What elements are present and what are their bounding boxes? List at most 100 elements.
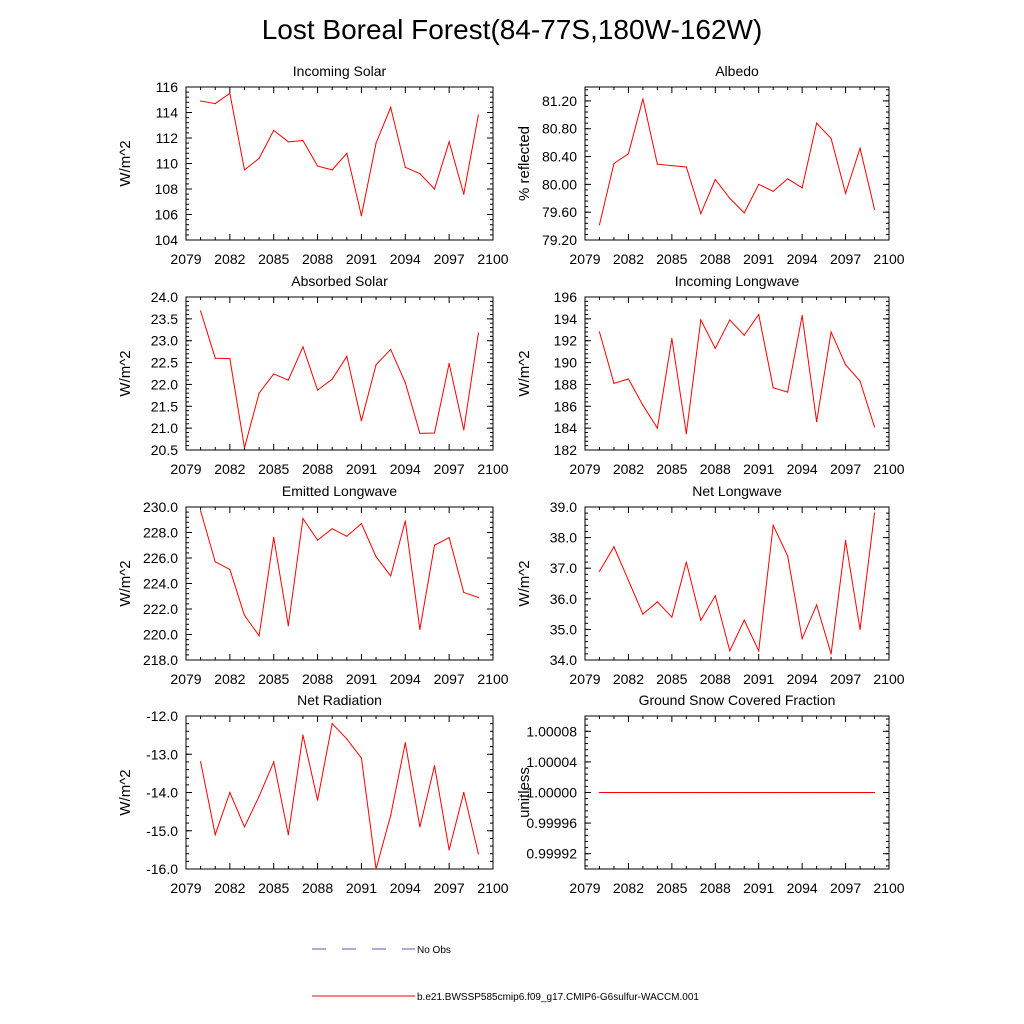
data-point <box>714 178 716 181</box>
y-tick-label: 34.0 <box>550 652 577 668</box>
data-point <box>200 310 202 312</box>
data-point <box>801 637 803 640</box>
x-tick-label: 2097 <box>830 880 861 896</box>
data-point <box>598 331 601 333</box>
x-tick-label: 2079 <box>170 880 201 896</box>
data-point <box>685 561 687 563</box>
data-point <box>772 791 774 794</box>
data-point <box>787 555 789 557</box>
data-point <box>258 392 260 394</box>
data-point <box>816 791 818 794</box>
y-tick-label: 38.0 <box>550 530 577 546</box>
y-tick-label: 35.0 <box>550 621 577 637</box>
data-point <box>448 141 450 143</box>
data-point <box>700 319 702 321</box>
x-tick-label: 2085 <box>656 880 687 896</box>
y-tick-label: 112 <box>156 130 179 146</box>
data-point <box>346 355 348 358</box>
data-point <box>360 215 363 217</box>
data-point <box>229 791 231 794</box>
data-point <box>214 561 216 563</box>
data-point <box>419 826 421 828</box>
data-point <box>360 420 363 422</box>
x-tick-label: 2100 <box>477 671 508 687</box>
x-tick-label: 2082 <box>613 880 644 896</box>
data-point <box>200 761 202 763</box>
x-tick-label: 2088 <box>700 671 731 687</box>
series-line <box>598 98 876 225</box>
x-tick-label: 2085 <box>656 461 687 477</box>
data-point <box>331 378 333 380</box>
data-point <box>873 426 876 428</box>
y-tick-label: 114 <box>156 105 179 121</box>
data-point <box>816 122 818 124</box>
x-tick-label: 2079 <box>569 880 600 896</box>
data-point <box>642 613 644 615</box>
y-tick-label: 196 <box>554 289 578 305</box>
y-tick-label: -16.0 <box>146 861 178 877</box>
x-tick-label: 2091 <box>743 671 774 687</box>
x-tick-label: 2085 <box>258 671 289 687</box>
data-point <box>714 595 716 597</box>
x-tick-label: 2097 <box>830 251 861 267</box>
x-tick-label: 2079 <box>170 461 201 477</box>
main-title: Lost Boreal Forest(84-77S,180W-162W) <box>261 14 763 45</box>
data-point <box>448 849 450 851</box>
x-tick-label: 2085 <box>258 880 289 896</box>
data-point <box>448 362 450 365</box>
y-tick-label: 81.20 <box>542 93 577 109</box>
y-tick-label: 190 <box>554 355 578 371</box>
data-point <box>613 546 615 548</box>
x-tick-label: 2088 <box>700 880 731 896</box>
x-tick-label: 2094 <box>787 461 818 477</box>
y-tick-label: 222.0 <box>143 601 178 617</box>
data-point <box>404 520 406 522</box>
data-point <box>243 447 246 449</box>
data-point <box>346 738 348 740</box>
y-tick-label: 20.5 <box>151 442 178 458</box>
x-tick-label: 2088 <box>302 251 333 267</box>
data-point <box>656 791 658 794</box>
data-point <box>229 568 231 571</box>
data-point <box>287 379 289 381</box>
data-point <box>214 833 216 836</box>
y-tick-label: -15.0 <box>146 823 178 839</box>
data-point <box>729 791 731 794</box>
y-tick-label: 192 <box>554 333 578 349</box>
data-point <box>772 387 774 389</box>
data-point <box>627 791 630 794</box>
data-point <box>714 347 716 349</box>
y-axis-label: W/m^2 <box>117 350 134 396</box>
data-point <box>390 814 392 817</box>
data-point <box>258 795 260 797</box>
x-tick-label: 2097 <box>830 671 861 687</box>
data-point <box>801 187 803 189</box>
data-point <box>302 734 304 736</box>
data-point <box>477 332 479 334</box>
x-tick-label: 2100 <box>873 880 904 896</box>
chart-panel-4: Incoming Longwave 2079 2082 2085 2088 2091 209… <box>516 273 905 477</box>
chart-title: Absorbed Solar <box>291 273 388 289</box>
data-point <box>258 635 260 637</box>
data-point <box>772 190 774 192</box>
x-tick-label: 2082 <box>613 251 644 267</box>
x-tick-label: 2091 <box>346 251 377 267</box>
data-point <box>243 614 246 616</box>
data-point <box>433 544 436 546</box>
y-tick-label: 39.0 <box>550 499 577 515</box>
x-tick-label: 2097 <box>830 461 861 477</box>
y-tick-label: 21.5 <box>151 398 178 414</box>
y-tick-label: 1.00000 <box>526 785 577 801</box>
x-tick-label: 2082 <box>214 671 245 687</box>
series-line <box>200 92 479 216</box>
data-point <box>627 378 630 380</box>
data-point <box>390 106 392 108</box>
chart-title: Albedo <box>715 63 759 79</box>
x-tick-label: 2100 <box>873 671 904 687</box>
x-tick-label: 2094 <box>787 251 818 267</box>
data-point <box>419 432 421 434</box>
data-point <box>772 524 774 526</box>
data-point <box>844 540 847 542</box>
data-point <box>613 382 615 384</box>
x-tick-label: 2088 <box>700 461 731 477</box>
